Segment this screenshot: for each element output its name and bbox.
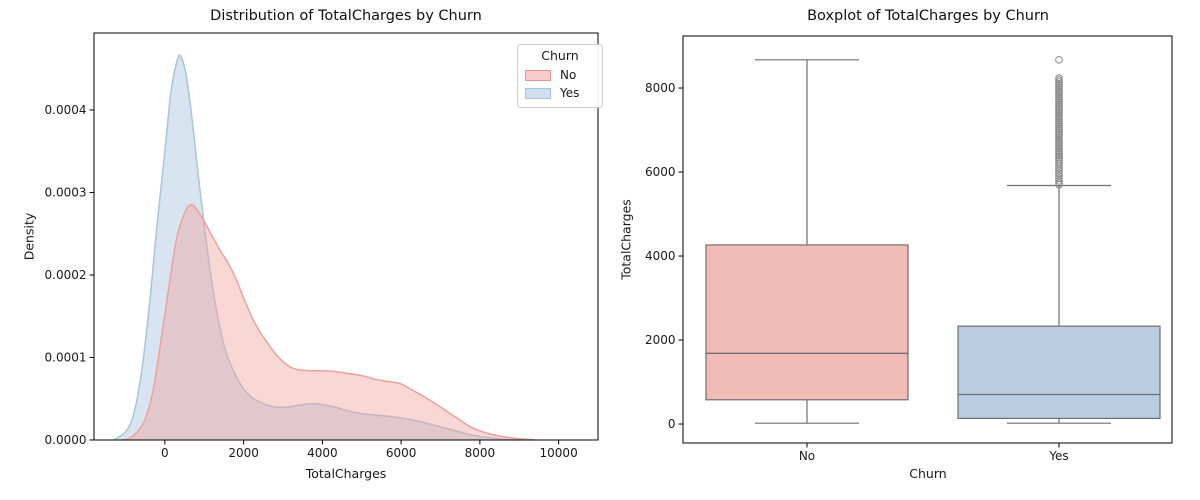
outlier-point (1055, 164, 1063, 173)
outlier-point (1055, 162, 1063, 170)
box-no (705, 59, 909, 424)
legend-item-no: No (518, 66, 602, 84)
legend-title: Churn (541, 48, 579, 63)
x-tick-label: 10000 (540, 446, 578, 460)
box-y-axis-label: TotalCharges (618, 199, 634, 280)
box-x-axis-label: Churn (909, 466, 947, 481)
legend-swatch-yes (525, 87, 551, 99)
axes-frame (682, 35, 1173, 444)
outlier-point (1055, 166, 1063, 175)
outlier-point (1055, 56, 1063, 64)
y-tick-label: 0.0003 (45, 185, 87, 199)
y-tick-label: 0.0004 (45, 103, 87, 117)
kde-area-no (121, 204, 535, 440)
outlier-point (1055, 74, 1063, 82)
legend-label-no: No (560, 68, 577, 82)
outlier-point (1055, 169, 1063, 178)
kde-x-axis-label: TotalCharges (305, 466, 387, 481)
y-tick-label: 0.0001 (45, 350, 87, 364)
x-tick-label: 6000 (386, 446, 417, 460)
kde-area-yes (113, 55, 520, 440)
outlier-point (1055, 159, 1063, 168)
x-tick-label: 0 (161, 446, 169, 460)
y-tick-label: 4000 (645, 249, 676, 263)
y-tick-label: 2000 (645, 333, 676, 347)
kde-legend: Churn No Yes (517, 44, 603, 108)
box-rect (957, 325, 1161, 419)
x-tick-label: Yes (1048, 449, 1068, 463)
x-tick-label: 8000 (465, 446, 496, 460)
outlier-point (1055, 78, 1063, 86)
axes-frame (93, 32, 599, 441)
box-yes (957, 56, 1161, 424)
x-tick-label: No (799, 449, 815, 463)
kde-curve-no (121, 204, 536, 441)
outlier-point (1055, 180, 1063, 189)
kde-chart: 0 2000 4000 6000 8000 10000 0.0000 0.0001 0.0002… (45, 32, 599, 460)
x-tick-label: 4000 (307, 446, 338, 460)
legend-swatch-no (525, 69, 551, 81)
y-tick-label: 8000 (645, 81, 676, 95)
outlier-point (1055, 177, 1063, 185)
outlier-point (1055, 76, 1063, 84)
x-tick-label: 2000 (228, 446, 259, 460)
legend-item-yes: Yes (518, 84, 602, 102)
y-tick-label: 0.0000 (45, 433, 87, 447)
outlier-point (1055, 81, 1063, 90)
legend-label-yes: Yes (560, 86, 580, 100)
kde-chart-title: Distribution of TotalCharges by Churn (210, 8, 482, 24)
kde-y-axis-label: Density (21, 212, 37, 261)
outlier-point (1055, 172, 1063, 180)
boxplot-chart: No Yes 0 2000 4000 6000 8000 (645, 35, 1173, 463)
box-rect (705, 244, 909, 401)
outlier-point (1055, 80, 1063, 88)
kde-curve-yes (113, 54, 520, 441)
y-tick-label: 0 (668, 417, 676, 431)
box-chart-title: Boxplot of TotalCharges by Churn (807, 8, 1049, 24)
y-tick-label: 0.0002 (45, 268, 87, 282)
y-tick-label: 6000 (645, 165, 676, 179)
